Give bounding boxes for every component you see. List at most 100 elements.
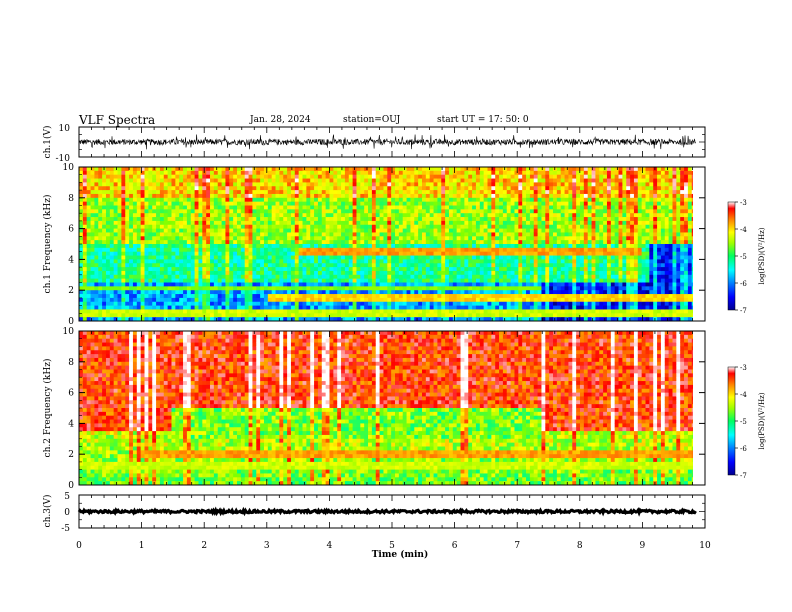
spectrogram-cell xyxy=(549,170,554,176)
spectrogram-cell xyxy=(402,186,407,191)
spectrogram-cell xyxy=(79,213,84,218)
spectrogram-cell xyxy=(344,305,350,310)
spectrogram-cell xyxy=(479,228,485,233)
spectrogram-cell xyxy=(229,282,234,287)
spectrogram-cell xyxy=(306,170,311,176)
spectrogram-cell xyxy=(256,205,261,210)
spectrogram-cell xyxy=(240,263,246,268)
spectrogram-cell xyxy=(287,209,292,214)
spectrogram-cell xyxy=(306,309,311,314)
spectrogram-cell xyxy=(279,290,284,295)
spectrogram-cell xyxy=(368,317,373,321)
spectrogram-cell xyxy=(98,294,103,299)
spectrogram-cell xyxy=(391,182,396,187)
spectrogram-cell xyxy=(159,209,165,214)
spectrogram-cell xyxy=(121,213,126,218)
spectrogram-cell xyxy=(329,259,334,264)
spectrogram-cell xyxy=(433,244,438,249)
spectrogram-cell xyxy=(421,186,427,191)
spectrogram-cell xyxy=(344,282,350,287)
spectrogram-cell xyxy=(364,309,369,314)
spectrogram-cell xyxy=(483,193,488,199)
spectrogram-cell xyxy=(279,274,284,280)
spectrogram-cell xyxy=(159,213,165,218)
spectrogram-cell xyxy=(533,201,538,206)
spectrogram-cell xyxy=(317,247,323,253)
spectrogram-cell xyxy=(418,309,423,314)
spectrogram-cell xyxy=(267,251,273,256)
spectrogram-cell xyxy=(425,282,431,287)
spectrogram-cell xyxy=(510,263,515,268)
spectrogram-cell xyxy=(306,259,311,264)
spectrogram-cell xyxy=(499,182,504,187)
spectrogram-cell xyxy=(302,236,307,241)
spectrogram-cell xyxy=(441,167,446,172)
spectrogram-cell xyxy=(479,205,485,210)
spectrogram-cell xyxy=(198,270,203,276)
spectrogram-cell xyxy=(526,197,531,203)
spectrogram-cell xyxy=(406,255,411,260)
spectrogram-cell xyxy=(233,201,238,206)
spectrogram-cell xyxy=(198,309,203,314)
spectrogram-cell xyxy=(526,228,531,233)
spectrogram-cell xyxy=(202,305,207,310)
spectrogram-cell xyxy=(105,170,111,176)
spectrogram-cell xyxy=(129,174,134,179)
spectrogram-cell xyxy=(433,240,438,245)
spectrogram-cell xyxy=(171,224,176,229)
spectrogram-cell xyxy=(263,201,269,206)
spectrogram-cell xyxy=(425,309,431,314)
spectrogram-cell xyxy=(487,193,492,199)
spectrogram-cell xyxy=(156,305,161,310)
spectrogram-cell xyxy=(356,178,361,183)
spectrogram-cell xyxy=(464,193,469,199)
spectrogram-cell xyxy=(325,167,330,172)
spectrogram-cell xyxy=(495,186,500,191)
spectrogram-cell xyxy=(398,213,404,218)
spectrogram-cell xyxy=(445,294,450,299)
spectrogram-cell xyxy=(125,170,130,176)
spectrogram-cell xyxy=(190,201,196,206)
spectrogram-cell xyxy=(549,274,554,280)
spectrogram-cell xyxy=(344,286,350,291)
spectrogram-cell xyxy=(510,220,515,226)
spectrogram-cell xyxy=(472,167,477,172)
spectrogram-cell xyxy=(179,236,184,241)
spectrogram-cell xyxy=(348,263,354,268)
spectrogram-cell xyxy=(171,174,176,179)
spectrogram-cell xyxy=(156,213,161,218)
spectrogram-cell xyxy=(383,167,388,172)
spectrogram-cell xyxy=(314,201,319,206)
spectrogram-cell xyxy=(495,270,500,276)
spectrogram-cell xyxy=(371,193,377,199)
spectrogram-cell xyxy=(499,270,504,276)
spectrogram-cell xyxy=(337,305,342,310)
spectrogram-cell xyxy=(248,282,253,287)
spectrogram-cell xyxy=(549,217,554,222)
spectrogram-cell xyxy=(271,236,276,241)
spectrogram-cell xyxy=(448,193,454,199)
spectrogram-cell xyxy=(383,263,388,268)
spectrogram-cell xyxy=(244,282,249,287)
spectrogram-cell xyxy=(495,236,500,241)
spectrogram-cell xyxy=(518,213,523,218)
spectrogram-cell xyxy=(183,240,188,245)
spectrogram-cell xyxy=(175,182,180,187)
spectrogram-cell xyxy=(387,213,392,218)
spectrogram-cell xyxy=(102,297,107,303)
spectrogram-cell xyxy=(194,301,199,306)
spectrogram-cell xyxy=(452,270,458,276)
spectrogram-cell xyxy=(472,220,477,226)
spectrogram-cell xyxy=(298,244,303,249)
spectrogram-cell xyxy=(113,263,118,268)
spectrogram-cell xyxy=(109,297,115,303)
spectrogram-cell xyxy=(429,178,434,183)
spectrogram-cell xyxy=(206,197,211,203)
spectrogram-cell xyxy=(360,240,365,245)
spectrogram-cell xyxy=(483,286,488,291)
spectrogram-cell xyxy=(375,232,380,237)
spectrogram-cell xyxy=(263,167,269,172)
spectrogram-cell xyxy=(136,201,142,206)
spectrogram-cell xyxy=(506,313,512,318)
spectrogram-cell xyxy=(371,201,377,206)
